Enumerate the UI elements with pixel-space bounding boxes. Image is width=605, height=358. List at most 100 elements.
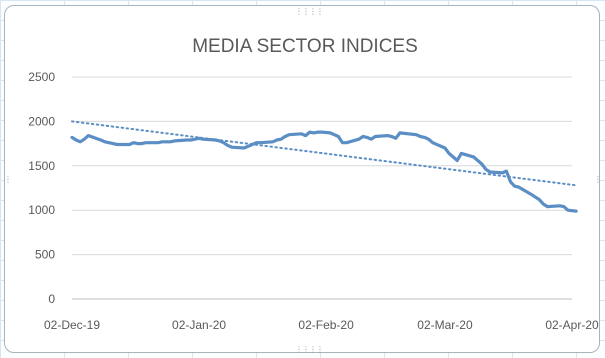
y-tick-label: 1000 (28, 203, 55, 217)
data-point (365, 136, 368, 139)
gridlines (72, 76, 572, 300)
resize-handle-left[interactable]: ⋮ (4, 175, 12, 184)
resize-handle-top[interactable]: ⋮⋮⋮⋮ (295, 7, 324, 16)
data-point (111, 142, 114, 145)
data-point (447, 152, 450, 155)
data-point (390, 135, 393, 138)
data-point (271, 140, 274, 143)
data-point (214, 138, 217, 141)
data-point (320, 130, 323, 133)
x-axis-tick-labels: 02-Dec-19 02-Jan-20 02-Feb-20 02-Mar-20 02-A… (44, 318, 599, 332)
data-point (132, 141, 135, 144)
data-point (169, 140, 172, 143)
data-point (529, 193, 532, 196)
data-point (357, 138, 360, 141)
data-point (370, 138, 373, 141)
data-point (337, 135, 340, 138)
data-point (300, 132, 303, 135)
y-tick-label: 500 (35, 248, 55, 262)
data-point (361, 135, 364, 138)
data-point (103, 140, 106, 143)
data-point (255, 141, 258, 144)
data-point (415, 133, 418, 136)
data-point (443, 146, 446, 149)
data-point (226, 144, 229, 147)
chart-title: MEDIA SECTOR INDICES (192, 36, 418, 57)
y-tick-label: 2500 (28, 70, 55, 84)
data-point (202, 138, 205, 141)
data-point (304, 134, 307, 137)
data-point (374, 135, 377, 138)
x-tick-label: 02-Mar-20 (417, 318, 473, 332)
data-point (316, 130, 319, 133)
data-point (345, 141, 348, 144)
data-point (70, 136, 73, 139)
data-point (136, 142, 139, 145)
data-point (74, 138, 77, 141)
data-point (128, 143, 131, 146)
data-point (505, 170, 508, 173)
data-point (115, 143, 118, 146)
x-tick-label: 02-Dec-19 (44, 318, 100, 332)
data-point (427, 138, 430, 141)
linear-trendline (71, 120, 578, 187)
data-point (279, 138, 282, 141)
data-point (308, 130, 311, 133)
data-point (251, 143, 254, 146)
data-point (193, 138, 196, 141)
data-point (218, 139, 221, 142)
data-point (222, 141, 225, 144)
resize-handle-bottom[interactable]: ⋮⋮⋮⋮ (295, 345, 324, 354)
data-point (197, 137, 200, 140)
data-point (488, 170, 491, 173)
data-point (161, 140, 164, 143)
data-point (538, 198, 541, 201)
x-tick-label: 02-Apr-20 (545, 318, 599, 332)
y-tick-label: 0 (48, 292, 55, 306)
data-point (566, 209, 569, 212)
data-point (509, 180, 512, 183)
data-point (247, 145, 250, 148)
trendline-layer (71, 120, 578, 187)
series-line (70, 130, 578, 213)
data-point (312, 131, 315, 134)
data-point (83, 138, 86, 141)
series-layer (70, 130, 578, 213)
data-point (230, 146, 233, 149)
y-axis-tick-labels: 0 500 1000 1500 2000 2500 (28, 70, 55, 306)
x-tick-label: 02-Feb-20 (298, 318, 354, 332)
data-point (341, 141, 344, 144)
data-point (243, 146, 246, 149)
data-point (398, 131, 401, 134)
x-tick-label: 02-Jan-20 (172, 318, 226, 332)
data-point (185, 138, 188, 141)
data-point (517, 186, 520, 189)
data-point (546, 205, 549, 208)
data-point (456, 159, 459, 162)
data-point (480, 162, 483, 165)
data-point (288, 133, 291, 136)
data-point (394, 137, 397, 140)
data-point (534, 195, 537, 198)
data-point (501, 171, 504, 174)
data-point (484, 168, 487, 171)
data-point (99, 138, 102, 141)
data-point (386, 134, 389, 137)
data-point (562, 205, 565, 208)
data-point (144, 141, 147, 144)
data-point (189, 138, 192, 141)
data-point (558, 204, 561, 207)
data-point (87, 134, 90, 137)
data-point (79, 140, 82, 143)
data-point (542, 202, 545, 205)
data-point (472, 155, 475, 158)
resize-handle-right[interactable]: ⋮ (594, 175, 602, 184)
data-point (259, 141, 262, 144)
data-point (284, 135, 287, 138)
data-point (156, 141, 159, 144)
data-point (423, 136, 426, 139)
data-point (431, 141, 434, 144)
chart-container[interactable]: ⋮⋮⋮⋮ ⋮⋮⋮⋮ ⋮ ⋮ (4, 5, 602, 354)
